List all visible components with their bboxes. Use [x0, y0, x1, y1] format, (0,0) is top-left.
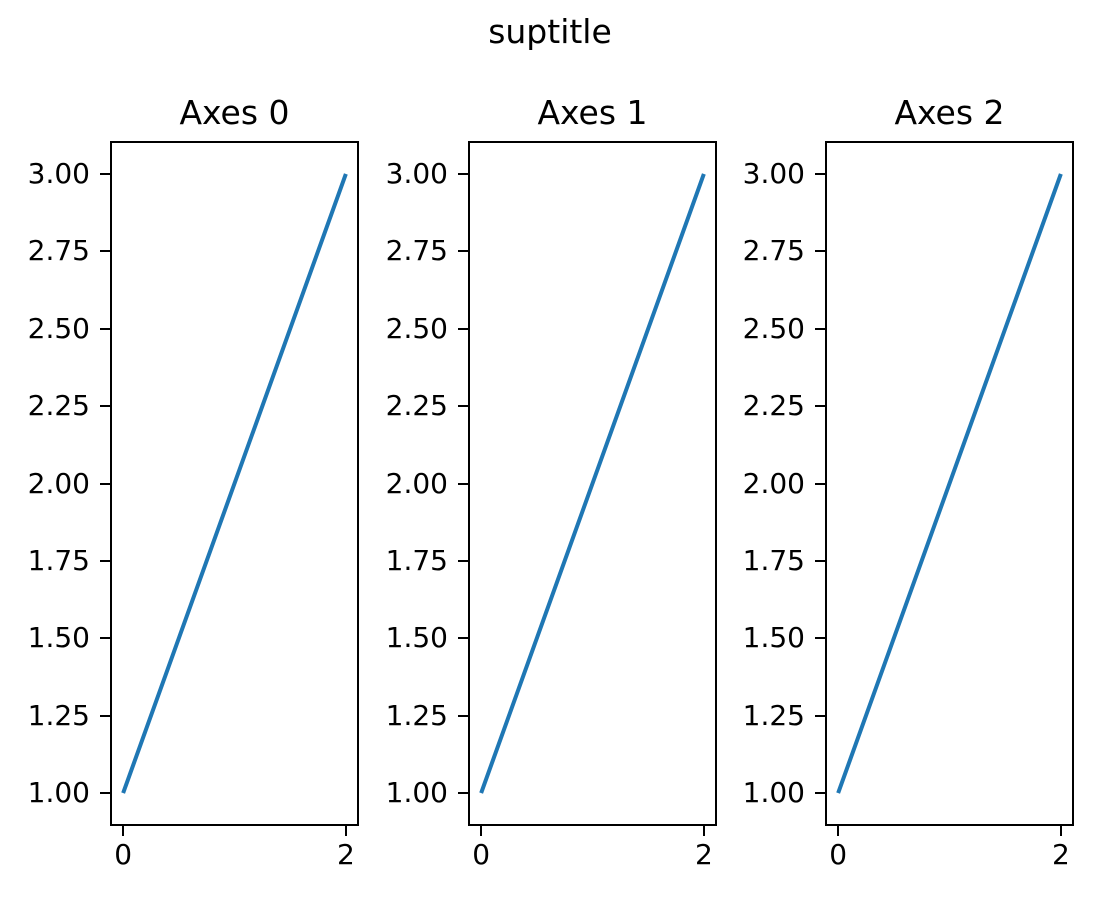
y-tick-label: 2.25 — [742, 389, 805, 423]
y-tick-mark — [458, 559, 468, 562]
x-tick-mark — [344, 826, 347, 836]
y-tick-mark — [815, 792, 825, 795]
x-tick-mark — [702, 826, 705, 836]
y-tick-label: 1.75 — [385, 543, 448, 577]
x-tick-mark — [122, 826, 125, 836]
y-tick-label: 2.00 — [385, 466, 448, 500]
y-tick-label: 2.75 — [742, 234, 805, 268]
y-tick-mark — [458, 637, 468, 640]
y-tick-mark — [100, 637, 110, 640]
figure-suptitle: suptitle — [488, 12, 612, 51]
y-tick-mark — [815, 405, 825, 408]
y-tick-label: 2.50 — [385, 311, 448, 345]
y-tick-label: 1.00 — [742, 776, 805, 810]
y-tick-label: 1.25 — [27, 698, 90, 732]
y-tick-label: 3.00 — [27, 156, 90, 190]
y-tick-mark — [458, 327, 468, 330]
y-tick-mark — [458, 405, 468, 408]
y-tick-label: 1.00 — [27, 776, 90, 810]
y-tick-mark — [458, 482, 468, 485]
y-tick-mark — [815, 250, 825, 253]
y-tick-mark — [100, 482, 110, 485]
y-tick-label: 1.25 — [385, 698, 448, 732]
y-tick-label: 1.00 — [385, 776, 448, 810]
y-tick-mark — [100, 559, 110, 562]
y-tick-mark — [458, 250, 468, 253]
y-tick-mark — [815, 482, 825, 485]
x-tick-label: 2 — [336, 838, 355, 871]
y-tick-label: 3.00 — [742, 156, 805, 190]
y-tick-mark — [815, 559, 825, 562]
line-series — [479, 173, 706, 794]
axes-title: Axes 1 — [537, 93, 648, 133]
subplot-axes-0: Axes 0 1.00 1.25 1.50 1.75 2.00 2.25 2.50 2.75 3… — [28, 93, 359, 870]
x-tick-label: 0 — [472, 838, 491, 871]
y-tick-label: 2.75 — [27, 234, 90, 268]
axes-title: Axes 2 — [894, 93, 1005, 133]
x-tick-mark — [1059, 826, 1062, 836]
y-tick-mark — [100, 172, 110, 175]
x-tick-mark — [480, 826, 483, 836]
x-tick-label: 0 — [114, 838, 133, 871]
y-tick-mark — [815, 714, 825, 717]
y-tick-mark — [100, 714, 110, 717]
y-tick-label: 1.25 — [742, 698, 805, 732]
y-tick-mark — [458, 792, 468, 795]
y-tick-mark — [100, 250, 110, 253]
axes-title: Axes 0 — [179, 93, 290, 133]
x-tick-label: 0 — [829, 838, 848, 871]
subplot-axes-2: Axes 2 1.00 1.25 1.50 1.75 2.00 2.25 2.50 2.75 3… — [743, 93, 1074, 870]
y-tick-label: 2.50 — [742, 311, 805, 345]
y-tick-label: 1.50 — [742, 621, 805, 655]
x-tick-mark — [837, 826, 840, 836]
y-tick-label: 2.25 — [27, 389, 90, 423]
y-tick-label: 1.50 — [27, 621, 90, 655]
y-tick-label: 1.75 — [27, 543, 90, 577]
y-tick-label: 2.50 — [27, 311, 90, 345]
y-tick-mark — [100, 327, 110, 330]
y-tick-label: 1.50 — [385, 621, 448, 655]
y-tick-label: 2.75 — [385, 234, 448, 268]
y-tick-mark — [458, 714, 468, 717]
y-tick-mark — [100, 405, 110, 408]
x-tick-label: 2 — [694, 838, 713, 871]
y-tick-label: 2.00 — [742, 466, 805, 500]
x-tick-label: 2 — [1051, 838, 1070, 871]
line-series — [836, 173, 1063, 794]
y-tick-mark — [100, 792, 110, 795]
y-tick-mark — [815, 327, 825, 330]
y-tick-label: 2.25 — [385, 389, 448, 423]
line-series — [121, 173, 348, 794]
y-tick-mark — [815, 172, 825, 175]
y-tick-label: 3.00 — [385, 156, 448, 190]
y-tick-label: 2.00 — [27, 466, 90, 500]
subplot-axes-1: Axes 1 1.00 1.25 1.50 1.75 2.00 2.25 2.50 2.75 3… — [386, 93, 717, 870]
y-tick-label: 1.75 — [742, 543, 805, 577]
y-tick-mark — [815, 637, 825, 640]
y-tick-mark — [458, 172, 468, 175]
